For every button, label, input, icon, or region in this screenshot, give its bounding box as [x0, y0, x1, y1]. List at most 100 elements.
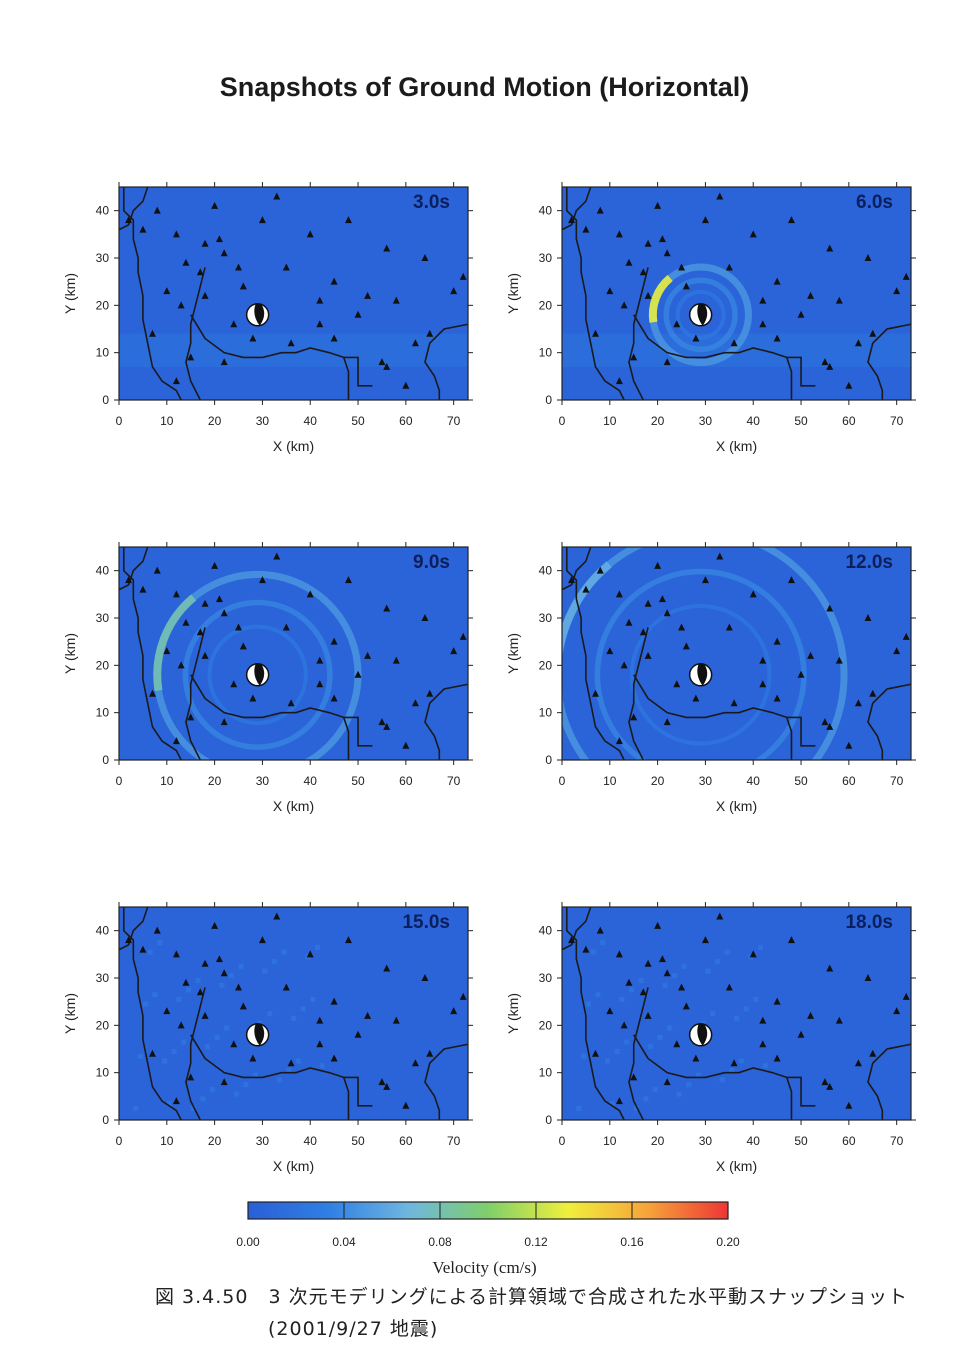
station-marker — [344, 936, 352, 944]
station-marker — [615, 590, 623, 598]
y-tick-label: 30 — [96, 611, 110, 625]
y-tick-label: 0 — [102, 753, 109, 767]
station-marker — [344, 576, 352, 584]
coda-cell — [267, 1011, 273, 1017]
station-marker — [821, 718, 829, 726]
x-tick-label: 40 — [747, 1134, 761, 1148]
coastline — [565, 187, 625, 401]
coastline — [122, 187, 182, 401]
coastline — [867, 683, 912, 760]
coda-cell — [705, 968, 711, 974]
station-marker — [235, 623, 243, 631]
station-marker — [716, 912, 724, 920]
colorbar-tick-label: 0.08 — [428, 1235, 452, 1249]
station-marker — [845, 1101, 853, 1109]
y-axis-label: Y (km) — [505, 633, 521, 674]
station-marker — [759, 320, 767, 328]
station-marker — [615, 737, 623, 745]
coda-cell — [710, 1011, 716, 1017]
station-marker — [864, 974, 872, 981]
coastline — [786, 1076, 816, 1107]
figure-caption: 図 3.4.50 3 次元モデリングによる計算領域で合成された水平動スナップショ… — [155, 1286, 909, 1308]
station-marker — [330, 1054, 338, 1062]
station-marker — [139, 225, 147, 233]
station-marker — [630, 713, 638, 721]
y-tick-label: 40 — [539, 564, 553, 578]
station-marker — [568, 576, 576, 584]
coda-cell — [190, 1105, 196, 1111]
time-label: 3.0s — [413, 192, 450, 213]
station-marker — [620, 1021, 628, 1029]
station-marker — [596, 926, 604, 934]
station-marker — [845, 741, 853, 749]
y-tick-label: 30 — [539, 251, 553, 265]
y-tick-label: 30 — [539, 971, 553, 985]
station-marker — [663, 718, 671, 726]
x-tick-label: 30 — [699, 774, 713, 788]
station-marker — [821, 358, 829, 366]
x-tick-label: 30 — [256, 414, 270, 428]
x-tick-label: 0 — [116, 774, 123, 788]
station-marker — [625, 618, 633, 626]
y-tick-label: 40 — [96, 204, 110, 218]
colorbar-tick-label: 0.16 — [620, 1235, 644, 1249]
station-marker — [196, 988, 204, 996]
coastline — [190, 1034, 350, 1120]
station-marker — [163, 647, 171, 655]
y-tick-label: 10 — [96, 346, 110, 360]
station-marker — [606, 1007, 614, 1015]
x-tick-label: 70 — [890, 774, 904, 788]
y-tick-label: 20 — [539, 298, 553, 312]
coda-cell — [171, 1049, 177, 1054]
station-marker — [273, 912, 281, 920]
station-marker — [139, 945, 147, 953]
coastline — [424, 1043, 469, 1120]
station-marker — [316, 1040, 324, 1048]
x-tick-label: 50 — [794, 414, 808, 428]
station-marker — [215, 955, 223, 963]
wavefront-peak — [562, 561, 612, 697]
coda-cell — [695, 1072, 701, 1078]
x-axis-label: X (km) — [273, 438, 314, 454]
coastline — [565, 547, 625, 761]
station-marker — [139, 585, 147, 593]
x-tick-label: 0 — [559, 414, 566, 428]
snapshot-map: 0 10 20 30 40 50 60 70 0 10 20 30 40 X (km) Y (km) 3.0s — [62, 182, 473, 454]
station-marker — [682, 642, 690, 650]
x-tick-label: 40 — [304, 1134, 318, 1148]
wavefront-ring — [182, 599, 333, 750]
station-marker — [172, 950, 180, 958]
station-marker — [258, 936, 266, 944]
station-marker — [826, 964, 834, 972]
coastline — [628, 627, 649, 761]
station-marker — [402, 381, 410, 389]
station-marker — [797, 670, 805, 678]
coda-cell — [724, 949, 730, 955]
station-marker — [826, 244, 834, 252]
coda-cell — [262, 968, 268, 974]
station-marker — [354, 310, 362, 318]
station-marker — [749, 590, 757, 598]
focal-mechanism-icon — [688, 663, 713, 687]
station-marker — [153, 566, 161, 574]
coda-cell — [638, 978, 644, 983]
station-marker — [692, 334, 700, 342]
velocity-field — [119, 907, 468, 1120]
station-marker — [773, 1054, 781, 1062]
x-axis-label: X (km) — [716, 438, 757, 454]
colorbar-gradient — [247, 1201, 729, 1220]
coda-cell — [300, 1006, 306, 1012]
coda-cell — [166, 1101, 172, 1107]
station-marker — [220, 358, 228, 366]
x-tick-label: 60 — [842, 774, 856, 788]
snapshot-panel: 0 10 20 30 40 50 60 70 0 10 20 30 40 X (km) Y (km) 15.0… — [57, 902, 497, 1203]
station-marker — [344, 216, 352, 224]
station-marker — [654, 561, 662, 569]
station-marker — [282, 623, 290, 631]
y-tick-label: 10 — [539, 346, 553, 360]
coda-cell — [729, 1067, 735, 1073]
plot-frame — [118, 186, 469, 401]
station-marker — [378, 358, 386, 366]
station-marker — [692, 1054, 700, 1062]
coastline — [118, 546, 149, 591]
